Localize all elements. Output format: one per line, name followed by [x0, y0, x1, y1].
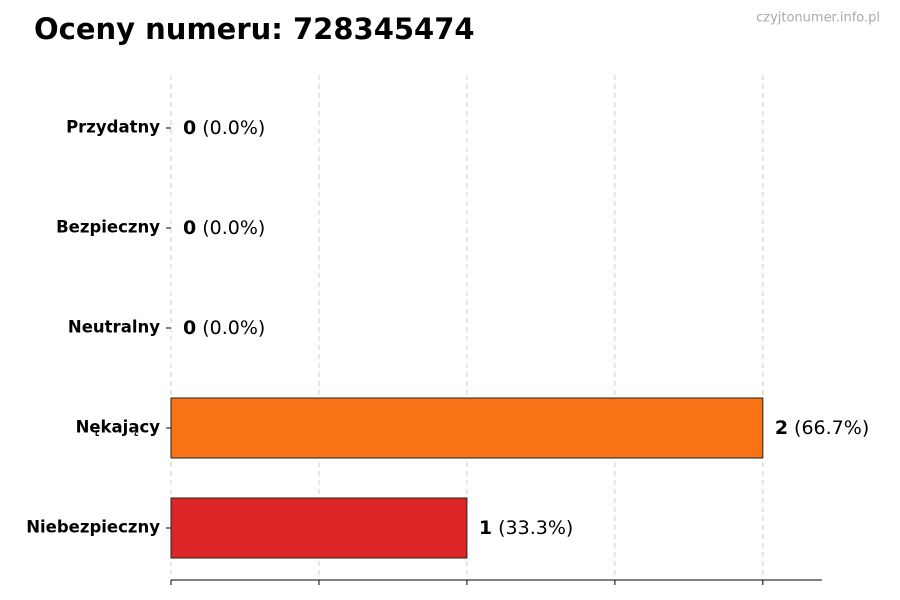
value-label: 2 (66.7%) [775, 417, 869, 439]
chart-title: Oceny numeru: 728345474 [34, 12, 475, 46]
y-tick-label: Neutralny [68, 318, 160, 337]
y-tick-label: Nękający [76, 418, 161, 437]
value: 0 [183, 117, 196, 139]
share: (33.3%) [498, 517, 573, 539]
value: 2 [775, 417, 788, 439]
value-label: 0 (0.0%) [183, 117, 265, 139]
value-label: 0 (0.0%) [183, 317, 265, 339]
value: 0 [183, 317, 196, 339]
bar [170, 397, 764, 459]
bar [170, 497, 468, 559]
watermark: czyjtonumer.info.pl [756, 11, 880, 26]
share: (0.0%) [202, 117, 265, 139]
share: (0.0%) [202, 317, 265, 339]
share: (66.7%) [794, 417, 869, 439]
value: 0 [183, 217, 196, 239]
value-label: 1 (33.3%) [479, 517, 573, 539]
y-tick-label: Przydatny [66, 118, 160, 137]
value: 1 [479, 517, 492, 539]
value-label: 0 (0.0%) [183, 217, 265, 239]
y-tick-label: Bezpieczny [56, 218, 160, 237]
share: (0.0%) [202, 217, 265, 239]
y-tick-label: Niebezpieczny [26, 518, 160, 537]
